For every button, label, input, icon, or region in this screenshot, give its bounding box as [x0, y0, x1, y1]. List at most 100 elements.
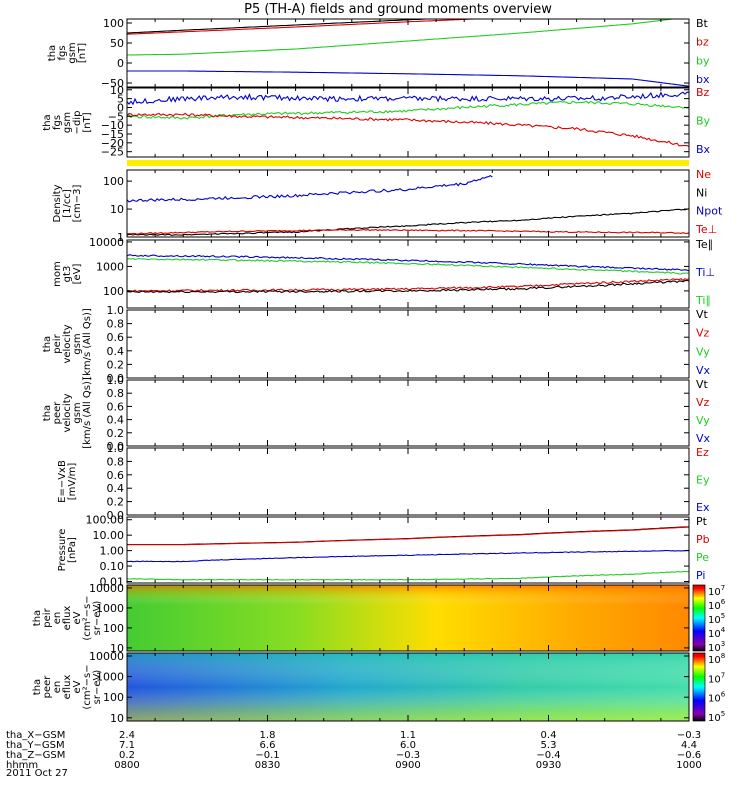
legend-Ez: Ez: [696, 446, 709, 459]
y-axis-label: [eV]: [72, 264, 83, 285]
y-tick-label: 1.0: [107, 374, 125, 387]
y-axis-label: [nT]: [82, 112, 93, 132]
y-tick-label: −15: [101, 128, 124, 141]
x-axis-value: 4.4: [681, 740, 697, 751]
y-axis-label: tha: [32, 679, 43, 695]
y-axis-label: (cm²−s−: [82, 664, 93, 709]
y-axis-label: Pressure: [57, 529, 68, 572]
y-tick-label: 0.4: [107, 482, 125, 495]
y-tick-label: 100: [103, 17, 124, 30]
y-axis-label: eflux: [62, 606, 73, 631]
y-axis-label: (cm²−s−: [82, 595, 93, 640]
y-axis-label: [1/cc]: [62, 189, 73, 218]
legend-Vt: Vt: [696, 378, 709, 391]
legend-Vx: Vx: [696, 364, 711, 377]
y-axis-label: tha: [32, 610, 43, 626]
series-Pi: [126, 549, 690, 563]
x-axis-value: 0800: [114, 760, 139, 771]
y-axis-label: peer: [52, 401, 63, 425]
x-axis-value: 0930: [536, 760, 561, 771]
y-tick-label: 10.00: [93, 529, 125, 542]
spectrogram-shading: [127, 653, 689, 721]
date-label: 2011 Oct 27: [6, 768, 68, 779]
y-axis-label: E=−VxB: [57, 460, 68, 503]
y-tick-label: −10: [101, 119, 124, 132]
y-axis-label: [km/s (All Qs)]: [82, 308, 93, 380]
legend-Bx: Bx: [696, 143, 711, 156]
y-axis-label: fgs: [57, 45, 68, 60]
y-axis-label: [mV/m]: [67, 463, 78, 501]
spectrogram-shading: [127, 585, 689, 651]
legend-Pe: Pe: [696, 551, 709, 564]
y-tick-label: 1000: [96, 602, 124, 615]
y-axis-label: [cm−3]: [72, 185, 83, 223]
y-axis-label: tha: [42, 405, 53, 421]
legend-Vy: Vy: [696, 345, 710, 358]
x-axis-value: 7.1: [119, 740, 135, 751]
legend-Vz: Vz: [696, 396, 710, 409]
legend-Vx: Vx: [696, 432, 711, 445]
y-tick-label: 5: [117, 93, 124, 106]
y-tick-label: 100: [103, 285, 124, 298]
panel-peer_spec: 108 107 106 105 10000 1000 100 10 tha peer en eflux…: [32, 650, 726, 725]
y-axis-label: sr−eV): [92, 601, 103, 636]
panel-density: 100 10 1 Density [1/cc] [cm−3] Ne Ni Npot Te⊥: [52, 168, 723, 244]
y-tick-label: 0.01: [100, 576, 125, 589]
legend-Pi: Pi: [696, 569, 705, 582]
y-tick-label: 0: [117, 57, 124, 70]
y-tick-label: 1: [117, 231, 124, 244]
legend-Ex: Ex: [696, 501, 710, 514]
y-tick-label: 0.4: [107, 414, 125, 427]
y-tick-label: 1000: [96, 671, 124, 684]
legend-Ne: Ne: [696, 168, 711, 181]
y-axis-label: eflux: [62, 675, 73, 700]
colorbar-tick-label: 107: [708, 671, 725, 685]
y-tick-label: 0.2: [107, 496, 125, 509]
y-tick-label: 1.0: [107, 442, 125, 455]
y-axis-label: [nT]: [77, 43, 88, 63]
x-axis-row-label: tha_Y−GSM: [6, 740, 65, 751]
x-axis-labels: tha_X−GSM 2.4 1.8 1.1 0.4 −0.3 tha_Y−GSM 7.1 6.6…: [6, 730, 702, 771]
y-axis-label: velocity: [62, 393, 73, 432]
y-tick-label: 0.8: [107, 318, 125, 331]
y-tick-label: 0.6: [107, 400, 125, 413]
y-axis-label: mom: [52, 261, 63, 287]
y-tick-label: 0.8: [107, 387, 125, 400]
panel-frame: [126, 169, 690, 238]
x-axis-value: −0.1: [255, 750, 279, 761]
y-axis-label: fgs: [52, 115, 63, 130]
y-tick-label: 0.0: [107, 440, 125, 453]
series-Bz: [126, 112, 690, 148]
y-tick-label: −25: [101, 146, 124, 159]
y-tick-label: 10000: [89, 582, 124, 595]
legend-bx: bx: [696, 73, 710, 86]
legend-Vz: Vz: [696, 327, 710, 340]
y-tick-label: 1.0: [107, 304, 125, 317]
x-axis-row-label: tha_X−GSM: [6, 730, 65, 741]
x-axis-row-label: tha_Z−GSM: [6, 750, 65, 761]
series-Npot: [126, 174, 493, 203]
y-tick-label: 0.2: [107, 427, 125, 440]
legend-bz: bz: [696, 36, 709, 49]
y-axis-label: eV: [72, 611, 83, 624]
y-axis-label: velocity: [62, 324, 73, 363]
series-Ti⊥: [126, 254, 690, 272]
y-tick-label: 0.0: [107, 509, 125, 522]
legend-Npot: Npot: [696, 205, 723, 218]
x-axis-value: 1.8: [260, 730, 276, 741]
y-axis-label: tha: [42, 114, 53, 130]
y-tick-label: 50: [110, 37, 124, 50]
y-axis-label: gsm: [72, 402, 83, 423]
panel-frame: [126, 309, 690, 379]
x-axis-value: 6.6: [260, 740, 276, 751]
x-axis-value: −0.3: [677, 730, 701, 741]
y-axis-label: −dip: [72, 111, 83, 135]
colorbar-tick-label: 106: [708, 691, 726, 705]
x-axis-value: 2.4: [119, 730, 135, 741]
series-bx: [127, 70, 690, 87]
